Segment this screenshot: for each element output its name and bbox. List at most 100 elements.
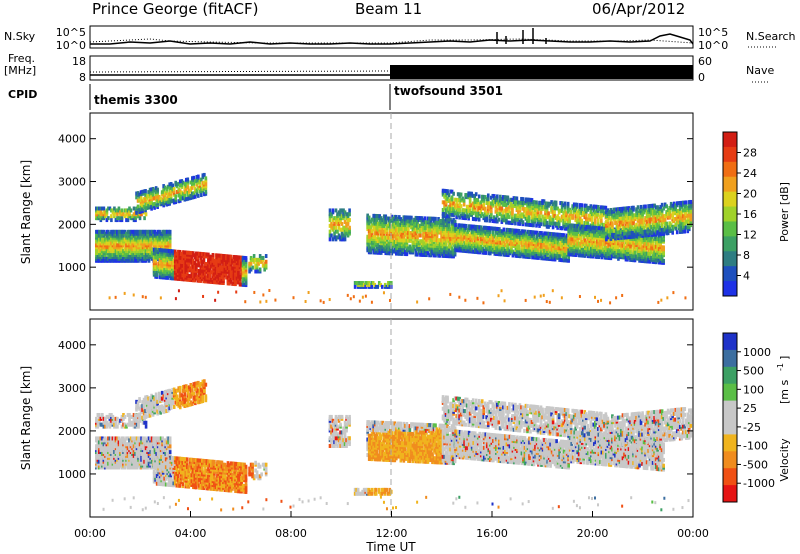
echo-cell (169, 185, 173, 190)
echo-cell (594, 245, 598, 250)
echo-cell (447, 204, 451, 209)
echo-cell (382, 229, 386, 234)
echo-cell (223, 254, 227, 259)
echo-cell (476, 198, 480, 203)
echo-cell (125, 249, 128, 254)
echo-cell (152, 229, 155, 234)
echo-cell (164, 252, 168, 257)
echo-cell (342, 233, 345, 238)
echo-cell (146, 229, 149, 234)
echo-cell (385, 243, 389, 248)
echo-cell (346, 218, 350, 223)
echo-cell (583, 203, 587, 208)
echo-cell (342, 208, 345, 213)
echo-cell (413, 223, 416, 228)
echo-cell (417, 246, 421, 251)
echo-cell (395, 251, 398, 256)
echo-cell (199, 251, 203, 256)
echo-cell (102, 243, 106, 248)
echo-cell (217, 276, 221, 281)
echo-cell (516, 232, 519, 237)
echo-cell (144, 196, 147, 201)
echo-cell (469, 241, 472, 246)
echo-cell (384, 235, 388, 240)
echo-cell (178, 249, 182, 254)
echo-cell (562, 218, 565, 223)
echo-cell (501, 237, 504, 242)
echo-cell (523, 201, 526, 206)
echo-cell (198, 269, 201, 274)
echo-cell (131, 229, 134, 234)
echo-cell (546, 235, 549, 240)
echo-cell (166, 275, 169, 280)
echo-cell (175, 182, 179, 187)
echo-cell (553, 210, 556, 215)
echo-cell (555, 232, 558, 237)
echo-cell (469, 247, 472, 252)
echo-cell (557, 208, 561, 213)
echo-cell (404, 215, 407, 220)
echo-cell (410, 215, 413, 220)
echo-cell (577, 208, 581, 213)
echo-cell (586, 205, 590, 210)
echo-cell (140, 245, 143, 250)
echo-cell (565, 222, 568, 227)
echo-cell (534, 238, 537, 243)
echo-cell (422, 231, 425, 236)
echo-cell (557, 216, 561, 221)
echo-cell (410, 234, 413, 239)
echo-cell (511, 228, 515, 233)
echo-cell (181, 250, 185, 255)
echo-cell (202, 252, 206, 257)
echo-cell (565, 247, 569, 252)
echo-cell (618, 235, 622, 240)
echo-cell (138, 212, 142, 217)
echo-cell (107, 256, 110, 261)
echo-cell (468, 197, 472, 202)
echo-cell (435, 232, 439, 237)
echo-cell (148, 201, 152, 206)
echo-cell (466, 237, 469, 242)
echo-cell (586, 225, 590, 230)
echo-cell (175, 267, 179, 272)
echo-cell (144, 212, 148, 217)
echo-cell (343, 225, 347, 230)
echo-cell (249, 261, 253, 266)
echo-cell (456, 198, 460, 203)
echo-cell (540, 238, 543, 243)
echo-cell (336, 219, 339, 224)
echo-cell (398, 222, 401, 227)
echo-cell (387, 233, 391, 238)
echo-cell (369, 238, 372, 243)
echo-cell (551, 213, 555, 218)
echo-cell (190, 254, 194, 259)
echo-cell (568, 217, 571, 222)
echo-cell (340, 221, 344, 226)
echo-cell (467, 191, 470, 196)
echo-cell (520, 212, 523, 217)
echo-cell (539, 218, 543, 223)
echo-cell (574, 224, 578, 229)
echo-cell (481, 227, 485, 232)
echo-cell (467, 224, 471, 229)
echo-cell (538, 230, 542, 235)
echo-cell (507, 243, 510, 248)
echo-cell (599, 239, 602, 244)
echo-cell (381, 227, 385, 232)
echo-cell (150, 247, 154, 252)
echo-cell (514, 213, 517, 218)
echo-cell (526, 207, 529, 212)
echo-cell (201, 184, 205, 189)
echo-cell (459, 192, 463, 197)
echo-cell (504, 231, 507, 236)
echo-cell (180, 182, 184, 187)
echo-cell (151, 196, 155, 201)
echo-cell (203, 180, 206, 185)
echo-cell (512, 200, 516, 205)
echo-cell (135, 191, 138, 196)
echo-cell (179, 255, 183, 260)
echo-cell (187, 250, 191, 255)
echo-cell (210, 260, 213, 265)
echo-cell (507, 227, 510, 232)
echo-cell (580, 228, 584, 233)
